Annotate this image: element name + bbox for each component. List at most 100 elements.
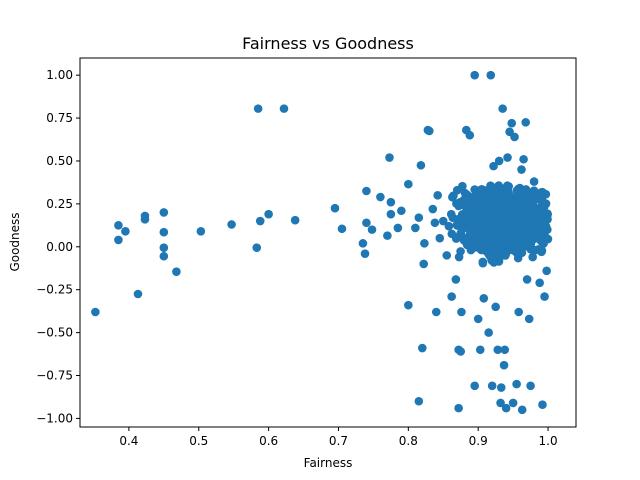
data-point	[451, 275, 461, 284]
data-point	[535, 278, 544, 288]
data-point	[414, 213, 424, 222]
data-point	[496, 383, 506, 392]
data-point	[502, 239, 512, 249]
data-point	[508, 398, 518, 408]
data-point	[489, 161, 498, 171]
data-point	[517, 405, 527, 415]
data-point	[466, 230, 476, 240]
data-point	[531, 245, 540, 255]
data-point	[196, 227, 206, 236]
data-point	[496, 398, 505, 408]
points-layer	[91, 70, 553, 415]
data-point	[337, 224, 347, 234]
data-point	[435, 233, 445, 243]
x-tick-label: 0.5	[189, 434, 208, 448]
data-point	[504, 213, 513, 223]
data-point	[514, 307, 524, 317]
data-point	[470, 70, 480, 80]
data-point	[446, 209, 456, 219]
data-point	[458, 211, 468, 221]
data-point	[255, 216, 265, 226]
data-point	[503, 153, 512, 162]
data-point	[159, 208, 169, 217]
data-point	[404, 179, 413, 189]
data-point	[447, 229, 457, 239]
data-point	[397, 206, 406, 216]
chart-title: Fairness vs Goodness	[242, 34, 414, 53]
data-point	[528, 252, 537, 262]
data-point	[487, 381, 497, 391]
data-point	[517, 165, 526, 174]
data-point	[457, 307, 466, 317]
data-point	[367, 225, 377, 234]
data-point	[419, 259, 429, 269]
data-point	[521, 185, 531, 194]
data-point	[444, 221, 454, 231]
data-point	[442, 251, 452, 260]
data-point	[121, 227, 130, 236]
y-tick-label: 0.75	[46, 111, 73, 125]
x-tick-label: 1.0	[539, 434, 558, 448]
data-point	[290, 215, 300, 225]
data-point	[543, 225, 552, 234]
data-point	[475, 345, 485, 355]
data-point	[501, 403, 511, 413]
data-point	[477, 184, 486, 194]
data-point	[500, 345, 510, 355]
data-point	[526, 239, 536, 249]
data-point	[521, 118, 531, 127]
data-point	[500, 203, 510, 213]
data-point	[456, 347, 466, 356]
data-point	[428, 204, 438, 214]
data-point	[452, 220, 462, 230]
data-point	[418, 343, 427, 353]
y-tick-label: 0.25	[46, 197, 73, 211]
data-point	[492, 193, 502, 203]
data-point	[404, 300, 413, 310]
x-tick-label: 0.8	[399, 434, 418, 448]
data-point	[512, 379, 521, 389]
data-point	[470, 381, 480, 391]
data-point	[542, 266, 551, 276]
data-point	[476, 212, 486, 222]
data-point	[528, 199, 538, 209]
data-point	[465, 206, 474, 216]
data-point	[386, 209, 396, 219]
x-tick-label: 0.4	[119, 434, 138, 448]
data-point	[522, 275, 532, 284]
data-point	[516, 226, 525, 235]
data-point	[452, 185, 462, 195]
data-point	[411, 223, 420, 233]
data-point	[279, 104, 289, 113]
data-point	[490, 228, 500, 238]
data-point	[519, 154, 528, 164]
data-point	[533, 192, 542, 202]
data-point	[494, 156, 504, 166]
data-point	[448, 192, 457, 202]
data-point	[524, 314, 534, 324]
data-point	[159, 251, 169, 261]
y-tick-label: −0.25	[36, 283, 73, 297]
data-point	[496, 213, 506, 223]
data-point	[529, 177, 539, 186]
data-point	[479, 293, 489, 303]
data-point	[493, 345, 503, 355]
data-point	[498, 104, 507, 113]
data-point	[159, 243, 169, 252]
data-point	[362, 186, 371, 196]
data-point	[253, 104, 263, 113]
data-point	[475, 221, 485, 231]
data-point	[424, 126, 434, 136]
data-point	[433, 191, 442, 200]
data-point	[140, 215, 150, 224]
data-point	[473, 314, 483, 324]
data-point	[517, 201, 526, 211]
data-point	[420, 239, 429, 248]
data-point	[252, 243, 262, 252]
data-point	[470, 185, 479, 194]
x-tick-label: 0.6	[259, 434, 278, 448]
data-point	[376, 192, 385, 202]
data-point	[447, 292, 456, 301]
x-tick-label: 0.7	[329, 434, 348, 448]
data-point	[462, 195, 472, 204]
